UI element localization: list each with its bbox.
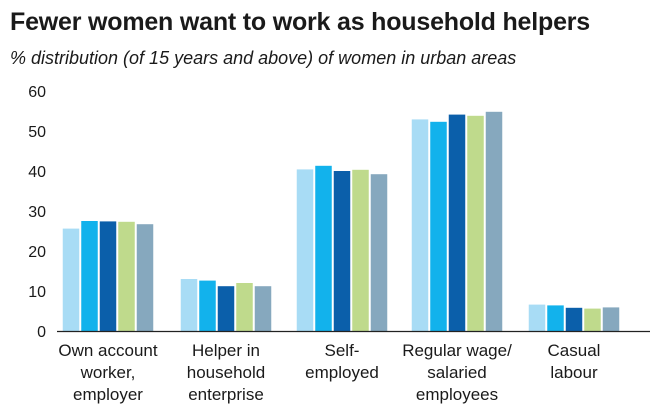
bars [62,111,620,332]
bar [547,305,564,331]
chart-subtitle: % distribution (of 15 years and above) o… [10,48,517,68]
bar [528,304,546,331]
x-tick-label: Casual labour [548,341,601,382]
y-tick-label: 10 [28,284,46,301]
x-tick-label: Own account worker, employer [58,341,157,404]
bar [136,224,154,331]
y-tick-label: 30 [28,204,46,221]
bar [217,286,235,331]
bar [352,169,369,331]
x-tick-label: Helper in household enterprise [187,341,265,404]
bar [199,280,216,331]
x-axis-labels: Own account worker, employer Helper in house… [58,341,600,404]
bar [296,169,314,331]
y-axis-ticks: 0 10 20 30 40 50 60 [28,84,46,341]
bar [485,111,503,331]
x-tick-label: Regular wage/salaried employees [402,341,512,404]
chart-title: Fewer women want to work as household he… [10,8,591,36]
bar [118,221,135,331]
x-tick-label: Self-employed [305,341,379,382]
bar [584,308,601,331]
bar [180,279,198,331]
bar [236,283,253,331]
bar [62,228,80,331]
y-tick-label: 60 [28,84,46,101]
bar [467,115,484,331]
bar [333,171,351,331]
bar [448,114,466,331]
bar [411,119,429,332]
bar [430,121,447,331]
bar [370,174,388,331]
y-tick-label: 40 [28,164,46,181]
y-tick-label: 0 [37,324,46,341]
y-tick-label: 50 [28,124,46,141]
bar [99,221,117,331]
bar [565,307,583,331]
y-tick-label: 20 [28,244,46,261]
bar [315,165,332,331]
bar [81,221,98,331]
bar [254,286,272,331]
bar [602,307,620,331]
